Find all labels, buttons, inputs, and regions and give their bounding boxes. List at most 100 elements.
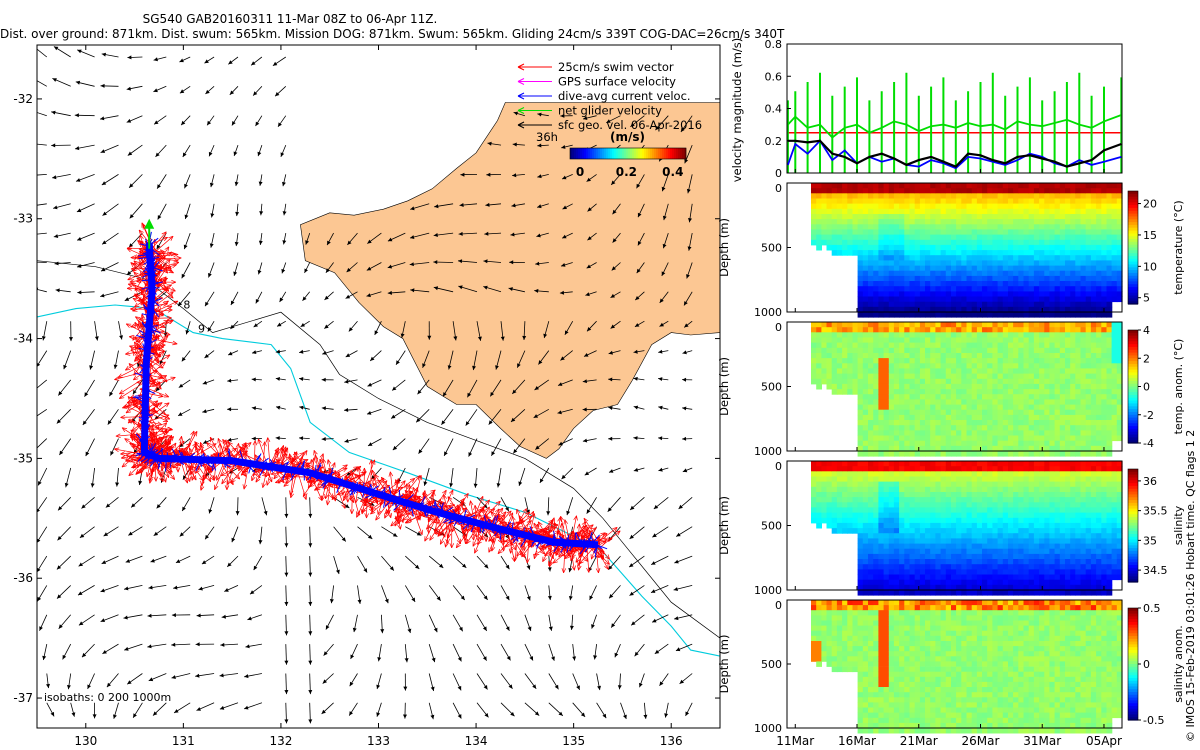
swim-vector [161, 461, 165, 471]
swim-vector-head [129, 442, 135, 448]
section-cell [878, 270, 885, 277]
swim-vector-head [265, 480, 271, 486]
sfc-velocity-arrowhead [174, 709, 179, 713]
swim-vector-head [170, 376, 176, 381]
sfc-velocity-arrowhead [411, 597, 416, 602]
section-cell [893, 255, 900, 261]
colorbar-cell [596, 148, 599, 159]
swim-vector-head [356, 466, 362, 472]
section-cell [940, 270, 947, 277]
swim-vector-head [150, 468, 156, 474]
section-cell [888, 301, 895, 308]
sfc-velocity-arrowhead [105, 503, 111, 508]
section-cell [904, 286, 911, 292]
swim-vector-head [377, 509, 382, 515]
swim-vector-head [356, 512, 361, 518]
sfc-velocity-arrowhead [278, 122, 282, 127]
sfc-velocity-arrowhead [483, 595, 488, 600]
colorbar-cell [600, 148, 603, 159]
swim-vector-head [375, 515, 381, 521]
swim-vector-head [155, 353, 161, 359]
section-cell [893, 301, 900, 308]
section-cell [940, 183, 947, 189]
sfc-velocity-arrowhead [101, 560, 107, 564]
sfc-velocity-arrowhead [129, 214, 134, 219]
section-cell [847, 234, 854, 241]
swim-vector-head [138, 358, 143, 364]
swim-vector-head [384, 508, 390, 514]
swim-vector [200, 461, 210, 491]
sfc-velocity-arrowhead [322, 679, 327, 684]
section-cell [904, 244, 911, 251]
swim-vector-head [284, 474, 290, 479]
swim-vector-head [130, 255, 136, 260]
sfc-velocity-arrow [37, 174, 47, 176]
sfc-velocity-arrowhead [564, 330, 569, 335]
sfc-velocity-arrowhead [110, 451, 114, 456]
section-cell [842, 188, 848, 194]
section-cell [868, 255, 874, 261]
sfc-velocity-arrowhead [447, 365, 452, 370]
section-cell [945, 275, 952, 282]
swim-vector-head [325, 500, 331, 506]
swim-vector-head [126, 401, 133, 407]
map-x-tick-label: 132 [269, 734, 292, 748]
section-cell [899, 250, 905, 256]
section-cell [816, 224, 822, 230]
colorbar-cell [578, 148, 581, 159]
swim-vector-head [161, 375, 168, 380]
section-cell [847, 203, 854, 210]
section-cell [836, 183, 843, 189]
section-cell [888, 281, 895, 287]
sfc-velocity-arrowhead [569, 625, 574, 630]
section-cell [919, 193, 926, 199]
section-cell [888, 275, 895, 282]
section-cell [914, 281, 921, 287]
sfc-velocity-arrowhead [608, 436, 613, 441]
sfc-velocity-arrowhead [251, 436, 256, 441]
sfc-velocity-arrowhead [100, 149, 106, 153]
section-cell [852, 188, 859, 194]
section-cell [836, 198, 843, 205]
sfc-velocity-arrowhead [235, 511, 240, 516]
sfc-velocity-arrowhead [100, 618, 105, 622]
sfc-velocity-arrowhead [202, 380, 208, 385]
swim-vector-head [130, 458, 136, 464]
colorbar-cell [588, 148, 591, 159]
swim-vector-head [139, 263, 145, 269]
sfc-velocity-arrowhead [653, 504, 659, 509]
swim-vector [125, 400, 144, 414]
sfc-velocity-arrowhead [324, 295, 329, 300]
section-cell [945, 265, 952, 272]
legend-label: GPS surface velocity [558, 75, 676, 89]
section-cell [883, 291, 890, 297]
swim-vector [217, 438, 227, 460]
section-cell [914, 219, 921, 225]
section-cell [930, 203, 936, 210]
sfc-velocity-arrowhead [81, 504, 86, 509]
sfc-velocity-arrowhead [58, 506, 63, 511]
sfc-velocity-arrowhead [235, 211, 240, 217]
section-cell [878, 281, 885, 287]
sfc-velocity-arrowhead [636, 183, 641, 189]
sfc-velocity-arrowhead [37, 538, 41, 543]
colorbar-cell [622, 148, 625, 159]
sfc-velocity-arrowhead [612, 238, 617, 243]
swim-vector-head [155, 314, 161, 321]
section-cell [893, 281, 900, 287]
swim-vector-head [151, 378, 156, 384]
swim-vector-head [405, 493, 412, 499]
swim-vector-head [159, 340, 165, 346]
section-cell [862, 234, 869, 241]
section-cell [899, 301, 905, 308]
sfc-velocity-arrowhead [637, 212, 642, 218]
sfc-velocity-arrowhead [282, 240, 287, 245]
sfc-velocity-arrowhead [392, 532, 398, 537]
colorbar-cell [652, 148, 655, 159]
swim-vector-head [163, 300, 169, 306]
swim-vector [151, 305, 173, 319]
swim-vector-head [194, 441, 200, 447]
swim-vector-head [133, 375, 139, 381]
sfc-velocity-arrowhead [380, 629, 385, 634]
section-cell [862, 188, 869, 194]
